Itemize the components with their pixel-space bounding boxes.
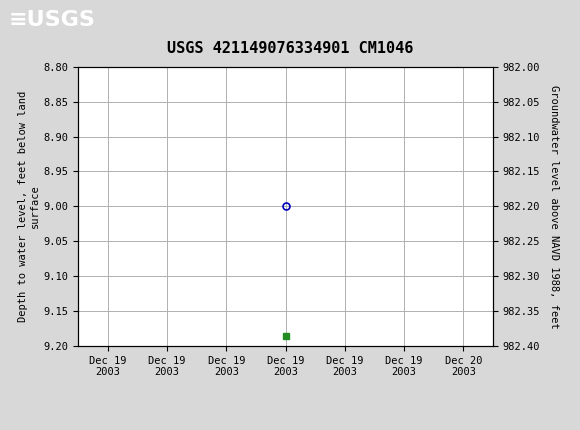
Y-axis label: Groundwater level above NAVD 1988, feet: Groundwater level above NAVD 1988, feet [549,85,559,328]
Text: ≡USGS: ≡USGS [9,10,96,30]
Text: USGS 421149076334901 CM1046: USGS 421149076334901 CM1046 [167,41,413,56]
Y-axis label: Depth to water level, feet below land
surface: Depth to water level, feet below land su… [18,91,39,322]
